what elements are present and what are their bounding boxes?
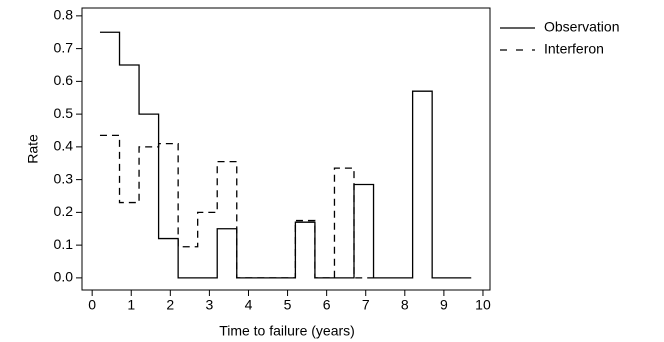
x-tick-label: 10 xyxy=(475,297,491,313)
step-line xyxy=(99,134,374,279)
x-tick-label: 8 xyxy=(401,297,409,313)
legend-label: Interferon xyxy=(544,41,604,57)
x-tick-label: 6 xyxy=(323,297,331,313)
y-tick-label: 0.0 xyxy=(54,269,74,285)
x-tick-label: 5 xyxy=(284,297,292,313)
y-tick-label: 0.5 xyxy=(54,105,74,121)
y-axis-label: Rate xyxy=(25,134,41,164)
x-axis-label: Time to failure (years) xyxy=(219,323,355,339)
x-tick-label: 2 xyxy=(166,297,174,313)
y-tick-label: 0.4 xyxy=(54,138,74,154)
x-tick-label: 9 xyxy=(440,297,448,313)
y-tick-label: 0.6 xyxy=(54,72,74,88)
x-tick-label: 4 xyxy=(245,297,253,313)
y-tick-label: 0.1 xyxy=(54,236,74,252)
y-tick-label: 0.7 xyxy=(54,39,74,55)
plot-frame xyxy=(81,7,491,291)
x-tick-label: 3 xyxy=(206,297,214,313)
legend-label: Observation xyxy=(544,19,619,35)
y-tick-label: 0.8 xyxy=(54,7,74,23)
x-tick-label: 0 xyxy=(88,297,96,313)
y-tick-label: 0.3 xyxy=(54,170,74,186)
x-tick-label: 7 xyxy=(362,297,370,313)
step-line xyxy=(99,31,472,279)
x-tick-label: 1 xyxy=(127,297,135,313)
y-tick-label: 0.2 xyxy=(54,203,74,219)
